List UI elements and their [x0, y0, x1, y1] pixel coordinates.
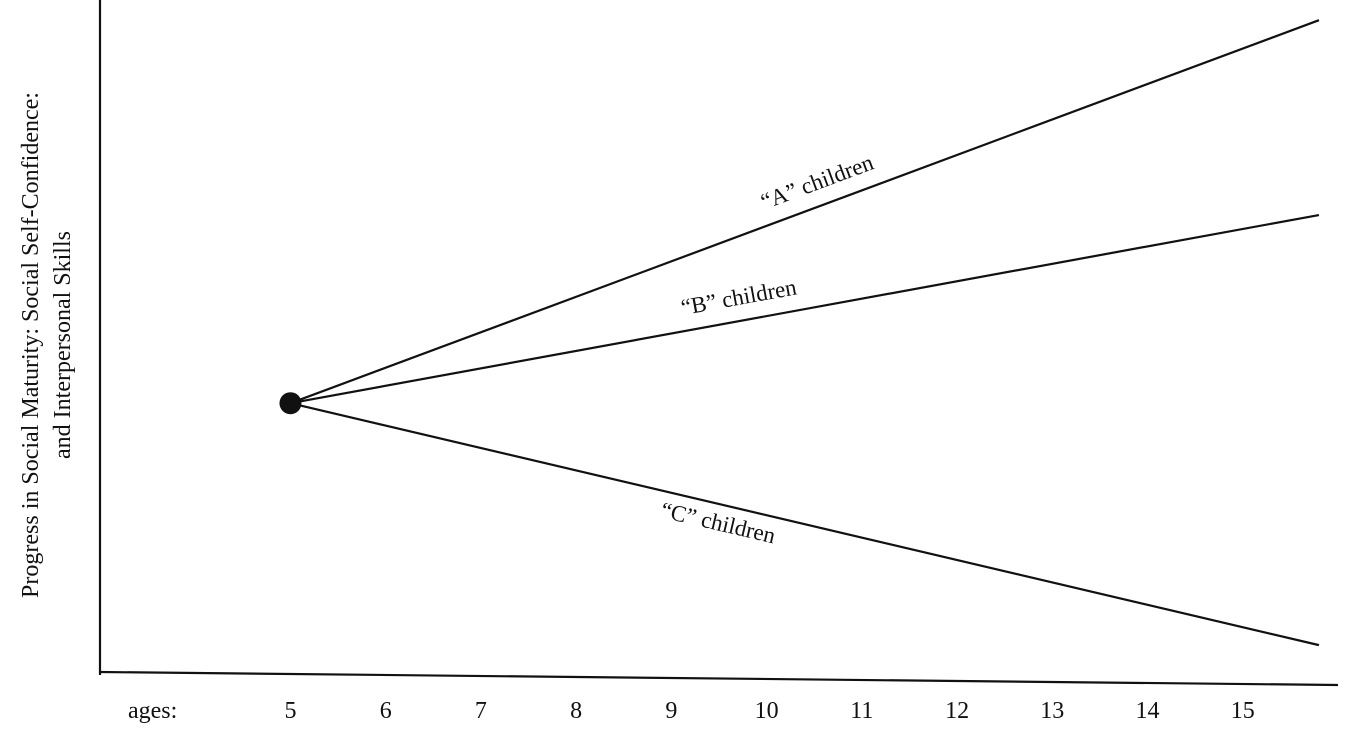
x-tick-labels: 5 6 7 8 9 10 11 12 13 14 15: [284, 698, 1254, 724]
start-point-dot: [279, 392, 302, 415]
x-tick-label-14: 14: [1136, 698, 1160, 724]
series-line-0: [290, 19, 1320, 405]
x-axis: [99, 670, 1339, 687]
x-axis-prefix-label: ages:: [128, 698, 177, 724]
x-tick-label-7: 7: [475, 698, 487, 724]
x-tick-label-11: 11: [850, 698, 873, 724]
y-axis-label: Progress in Social Maturity: Social Self…: [18, 92, 76, 598]
x-tick-label-8: 8: [570, 698, 582, 724]
x-tick-label-15: 15: [1231, 698, 1255, 724]
y-axis-label-line-1: Progress in Social Maturity: Social Self…: [18, 92, 44, 598]
series-line-1: [290, 213, 1320, 405]
x-tick-label-9: 9: [665, 698, 677, 724]
y-axis-label-line-2: and Interpersonal Skills: [50, 231, 76, 459]
series-group: “A” children“B” children“C” children: [279, 19, 1320, 647]
series-line-2: [290, 402, 1320, 647]
series-label-0: “A” children: [757, 149, 877, 214]
x-tick-label-13: 13: [1040, 698, 1064, 724]
x-tick-label-10: 10: [755, 698, 779, 724]
x-tick-label-6: 6: [380, 698, 392, 724]
x-tick-label-5: 5: [284, 698, 296, 724]
x-tick-label-12: 12: [945, 698, 969, 724]
